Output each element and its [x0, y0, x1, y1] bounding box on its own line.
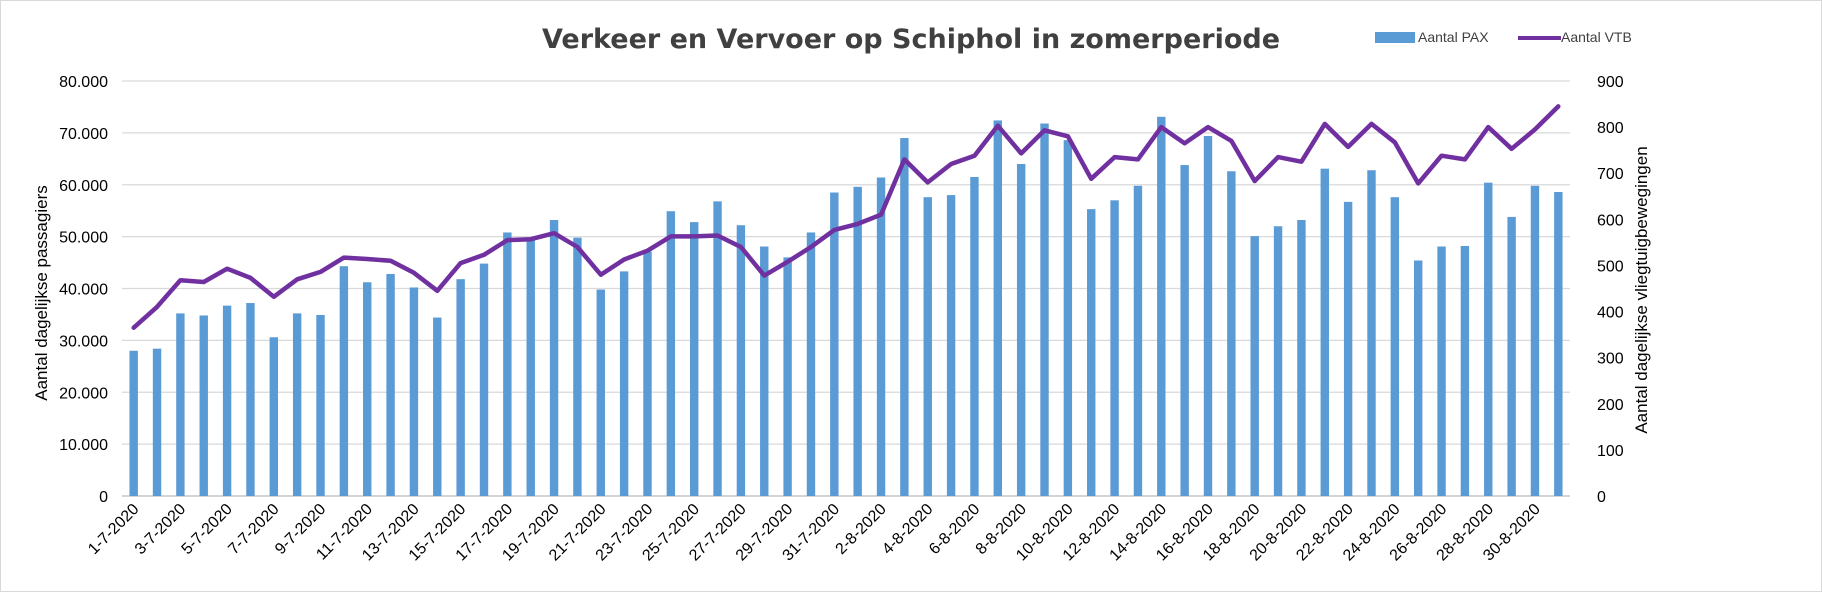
- y-left-tick-label: 30.000: [59, 333, 108, 350]
- bar-pax: [339, 266, 349, 496]
- bar-pax: [1530, 185, 1540, 496]
- bar-pax: [1157, 116, 1166, 496]
- y-axis-right-ticks: 0 100 200 300 400 500 600 700 800 900: [1597, 74, 1624, 506]
- bar-pax: [1367, 170, 1376, 496]
- bar-pax: [970, 176, 979, 496]
- bar-pax: [1437, 246, 1446, 496]
- bar-pax: [573, 237, 582, 496]
- bar-pax: [783, 257, 792, 496]
- legend-label-pax: Aantal PAX: [1418, 29, 1489, 45]
- bar-pax: [900, 138, 909, 496]
- y-right-tick-label: 200: [1597, 397, 1624, 414]
- y-right-tick-label: 600: [1597, 212, 1624, 229]
- bar-pax: [1040, 123, 1049, 496]
- legend-label-vtb: Aantal VTB: [1561, 29, 1632, 45]
- chart-title: Verkeer en Vervoer op Schiphol in zomerp…: [542, 24, 1280, 55]
- y-right-tick-label: 500: [1597, 258, 1624, 275]
- bar-pax: [1110, 200, 1119, 496]
- x-tick-label: 4-8-2020: [879, 501, 936, 558]
- bar-pax: [923, 197, 932, 496]
- bar-pax: [1087, 209, 1096, 496]
- bar-pax: [152, 348, 162, 496]
- bar-pax: [526, 237, 535, 496]
- bar-pax: [269, 337, 279, 496]
- bar-pax: [760, 246, 769, 496]
- bar-pax: [316, 314, 325, 496]
- bar-pax: [1460, 245, 1470, 496]
- bar-pax: [1063, 140, 1073, 496]
- bar-pax: [689, 222, 699, 496]
- bar-pax: [1343, 201, 1353, 496]
- x-axis-ticks: 1-7-20203-7-20205-7-20207-7-20209-7-2020…: [85, 501, 1544, 565]
- bar-pax: [643, 251, 652, 496]
- bar-pax: [713, 201, 722, 496]
- y-left-tick-label: 80.000: [59, 74, 108, 91]
- bar-pax: [666, 211, 676, 497]
- y-right-tick-label: 0: [1597, 489, 1606, 506]
- bar-pax: [596, 289, 605, 496]
- y-right-tick-label: 800: [1597, 120, 1624, 137]
- bar-pax: [876, 177, 886, 497]
- bar-pax: [456, 279, 465, 496]
- line-series: [131, 104, 1561, 330]
- bar-pax: [993, 120, 1003, 497]
- bar-pax: [292, 313, 302, 496]
- bar-pax: [1390, 197, 1400, 496]
- y-right-tick-label: 400: [1597, 305, 1624, 322]
- bar-pax: [1227, 171, 1236, 496]
- bar-pax: [1273, 226, 1283, 496]
- bar-pax: [946, 195, 956, 496]
- y-left-tick-label: 60.000: [59, 178, 108, 195]
- bar-pax: [1507, 216, 1516, 496]
- bar-pax: [1133, 185, 1143, 496]
- bar-pax: [619, 271, 629, 496]
- y-right-tick-label: 700: [1597, 166, 1624, 183]
- bar-pax: [1554, 192, 1563, 496]
- bar-pax: [1203, 135, 1213, 497]
- y-right-tick-label: 300: [1597, 351, 1624, 368]
- bar-pax: [1250, 236, 1259, 496]
- bar-pax: [1320, 168, 1329, 496]
- y-left-tick-label: 70.000: [59, 126, 108, 143]
- y-left-tick-label: 0: [99, 489, 108, 506]
- y-left-tick-label: 50.000: [59, 230, 108, 247]
- y-left-tick-label: 10.000: [59, 437, 108, 454]
- y-left-tick-label: 40.000: [59, 282, 108, 299]
- y-axis-left-title: Aantal dagelijkse passagiers: [32, 185, 51, 400]
- y-axis-left-ticks: 0 10.000 20.000 30.000 40.000 50.000 60.000 70.…: [59, 74, 108, 506]
- bar-pax: [386, 273, 395, 496]
- bar-pax: [199, 315, 208, 496]
- bar-pax: [246, 303, 255, 496]
- y-right-tick-label: 100: [1597, 443, 1624, 460]
- bar-pax: [503, 232, 512, 496]
- bar-pax: [830, 192, 839, 496]
- bar-pax: [1180, 165, 1189, 496]
- bar-pax: [176, 313, 185, 496]
- bar-pax: [806, 232, 816, 496]
- legend: Aantal PAX Aantal VTB: [1375, 29, 1632, 45]
- y-right-tick-label: 900: [1597, 74, 1624, 91]
- bar-series: [129, 116, 1563, 497]
- bar-pax: [1413, 260, 1423, 496]
- y-left-tick-label: 20.000: [59, 385, 108, 402]
- bar-pax: [129, 350, 138, 496]
- bar-pax: [1016, 164, 1026, 496]
- bar-pax: [1297, 220, 1306, 496]
- bar-pax: [363, 282, 372, 496]
- bar-pax: [433, 317, 442, 496]
- bar-pax: [736, 225, 746, 496]
- bar-pax: [479, 263, 489, 496]
- bar-pax: [549, 220, 559, 496]
- bar-pax: [853, 186, 862, 496]
- line-vtb: [131, 104, 1561, 330]
- y-axis-right-title: Aantal dagelijkse vliegtuigbewegingen: [1632, 146, 1651, 433]
- bar-pax: [1484, 182, 1493, 497]
- bar-pax: [409, 287, 419, 496]
- legend-swatch-pax: [1375, 32, 1415, 43]
- bar-pax: [222, 305, 232, 496]
